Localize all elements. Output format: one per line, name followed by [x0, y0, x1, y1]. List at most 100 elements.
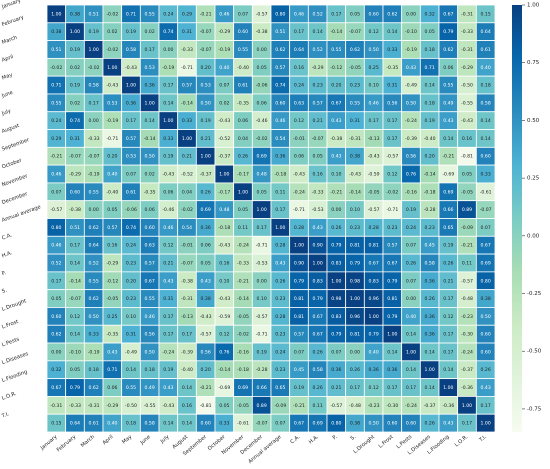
cell-label: 0.17 [406, 385, 416, 391]
cell-label: 0.05 [350, 11, 360, 17]
cell-label: 0.07 [51, 189, 61, 195]
cell-label: 0.26 [275, 278, 285, 284]
cell-label: 0.55 [350, 100, 360, 106]
cell-label: 0.46 [294, 11, 304, 17]
cell-label: 0.25 [369, 65, 379, 71]
cell-label: 1.00 [70, 29, 80, 35]
cell-label: 0.50 [369, 421, 379, 427]
cell-label: 0.06 [238, 118, 248, 124]
cell-label: 0.62 [89, 225, 99, 231]
cell-label: 0.02 [70, 100, 80, 106]
cell-label: -0.06 [125, 207, 137, 213]
cell-label: 0.80 [331, 421, 341, 427]
cell-label: 0.36 [275, 154, 285, 160]
x-tick-label: July [159, 434, 171, 445]
cell-label: 1.00 [443, 385, 453, 391]
cell-label: 0.33 [89, 332, 99, 338]
cell-label: 0.26 [406, 260, 416, 266]
cell-label: 0.24 [163, 11, 173, 17]
y-tick-label: L.Flooding [1, 369, 28, 384]
cell-label: 0.17 [387, 136, 397, 142]
x-tick-label: March [80, 434, 96, 449]
cell-label: 0.14 [425, 83, 435, 89]
cell-label: 0.67 [313, 332, 323, 338]
cell-label: -0.53 [312, 207, 324, 213]
cell-label: 1.00 [145, 100, 155, 106]
cell-label: 0.61 [126, 189, 136, 195]
cell-label: 0.81 [369, 243, 379, 249]
cell-label: 0.64 [89, 243, 99, 249]
x-tick-label: P. [332, 434, 339, 441]
cell-label: 0.05 [462, 172, 472, 178]
cell-label: 0.24 [51, 118, 61, 124]
cell-label: 0.71 [107, 367, 117, 373]
cell-label: 0.69 [443, 189, 453, 195]
cell-label: 0.38 [70, 11, 80, 17]
cell-label: -0.07 [69, 296, 81, 302]
cell-label: 0.12 [443, 314, 453, 320]
cell-label: 0.36 [425, 278, 435, 284]
cell-label: 0.66 [443, 207, 453, 213]
cell-label: 0.53 [145, 65, 155, 71]
cell-label: 0.02 [145, 172, 155, 178]
cell-label: 0.14 [387, 29, 397, 35]
cell-label: -0.05 [461, 189, 473, 195]
cell-label: 0.26 [350, 367, 360, 373]
cell-label: 0.79 [294, 278, 304, 284]
cell-label: 0.19 [294, 385, 304, 391]
cell-label: 0.05 [425, 29, 435, 35]
cell-label: 0.23 [275, 332, 285, 338]
cell-label: 0.14 [406, 367, 416, 373]
cell-label: -0.09 [461, 225, 473, 231]
cell-label: -0.40 [424, 136, 436, 142]
cell-label: 0.17 [70, 243, 80, 249]
cell-label: 0.21 [331, 385, 341, 391]
cell-label: 0.33 [387, 47, 397, 53]
colorbar-tick-label: 0.75 [527, 60, 540, 66]
cell-label: 0.19 [163, 367, 173, 373]
cell-label: 0.60 [406, 421, 416, 427]
cell-label: -0.14 [330, 29, 342, 35]
cell-label: 0.51 [275, 29, 285, 35]
cell-label: -0.48 [349, 403, 361, 409]
cell-label: 0.36 [369, 367, 379, 373]
cell-label: 0.12 [369, 29, 379, 35]
cell-label: -0.49 [405, 83, 417, 89]
cell-label: 0.00 [350, 349, 360, 355]
x-tick-label: L.O.R. [454, 434, 470, 449]
cell-label: 0.79 [350, 260, 360, 266]
cell-label: 0.12 [369, 385, 379, 391]
x-tick-label: Annual average [247, 434, 282, 465]
cell-label: -0.16 [237, 349, 249, 355]
cell-label: 0.02 [219, 100, 229, 106]
cell-label: 0.18 [425, 47, 435, 53]
cell-label: -0.02 [181, 207, 193, 213]
cell-label: -0.21 [461, 243, 473, 249]
cell-label: 0.18 [425, 100, 435, 106]
cell-label: 0.62 [89, 385, 99, 391]
cell-label: 0.43 [481, 385, 491, 391]
cell-label: -0.05 [237, 403, 249, 409]
cell-label: -0.31 [461, 11, 473, 17]
cell-label: 0.17 [443, 332, 453, 338]
cell-label: -0.39 [405, 136, 417, 142]
cell-label: 0.17 [350, 385, 360, 391]
cell-label: -0.52 [218, 136, 230, 142]
cell-label: 0.89 [462, 207, 472, 213]
cell-label: 0.83 [369, 278, 379, 284]
cell-label: -0.14 [218, 367, 230, 373]
cell-label: 0.79 [387, 278, 397, 284]
cell-label: 0.83 [331, 260, 341, 266]
cell-label: 0.64 [294, 47, 304, 53]
cell-label: 0.43 [443, 421, 453, 427]
cell-label: 0.26 [331, 225, 341, 231]
cell-label: 1.00 [219, 172, 229, 178]
cell-label: 0.24 [294, 83, 304, 89]
cell-label: 0.23 [126, 296, 136, 302]
cell-label: 0.81 [294, 296, 304, 302]
cell-label: 0.31 [182, 29, 192, 35]
cell-label: -0.19 [88, 349, 100, 355]
cell-label: 0.07 [406, 278, 416, 284]
y-tick-label: January [0, 0, 21, 11]
cell-label: -0.36 [461, 385, 473, 391]
